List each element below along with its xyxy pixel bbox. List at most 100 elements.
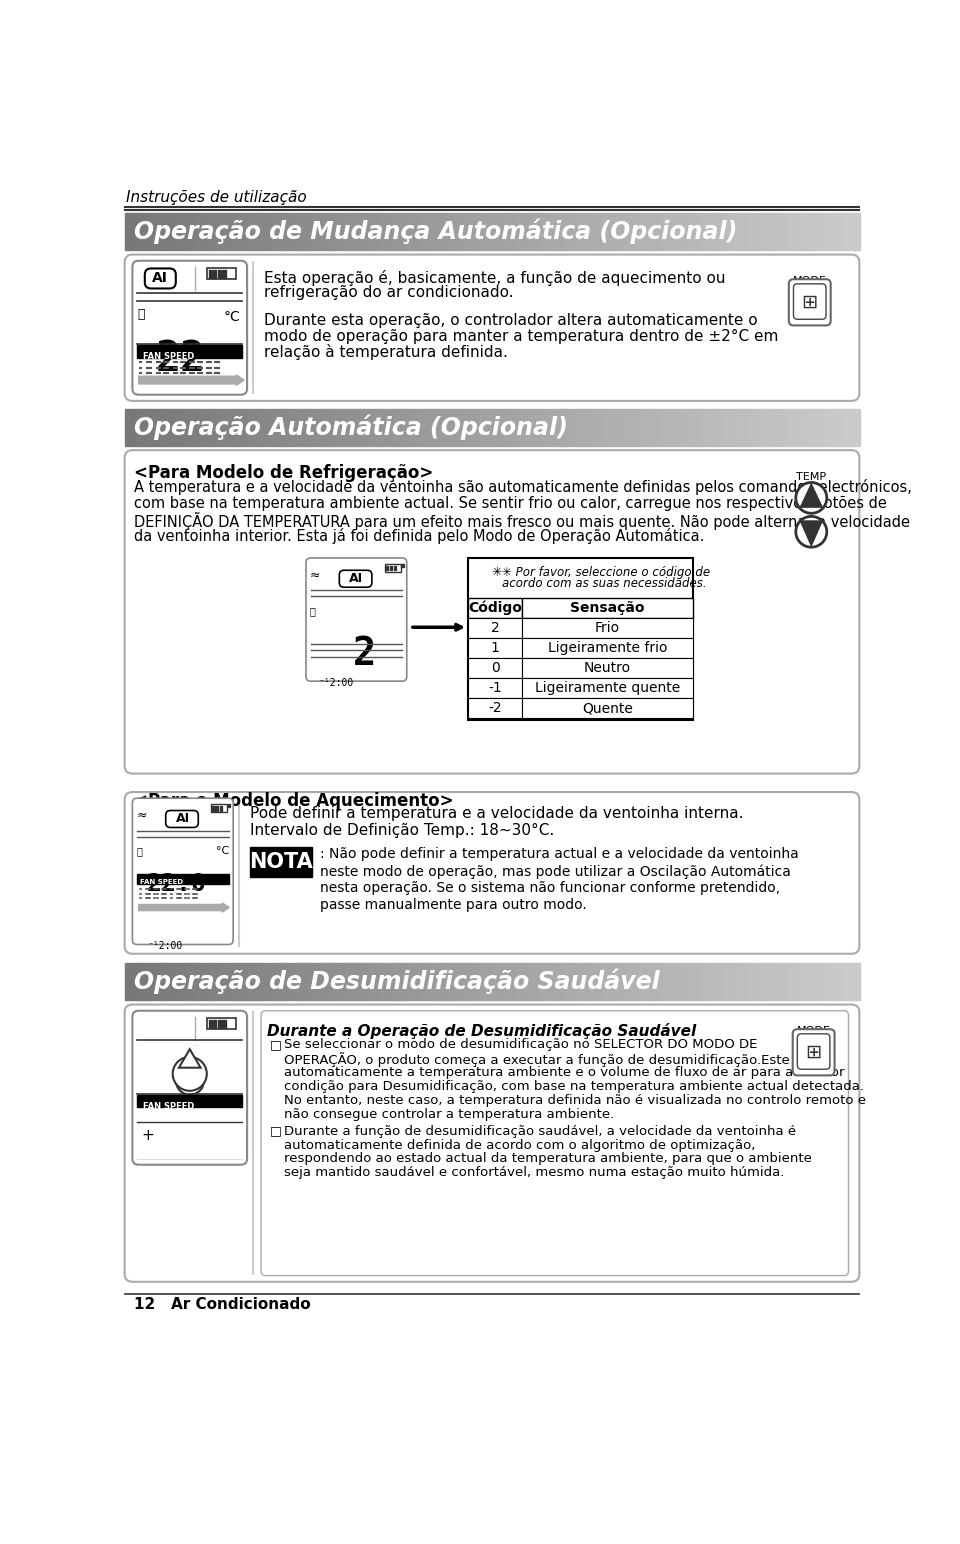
- Text: 0: 0: [491, 661, 499, 675]
- Text: □: □: [271, 1124, 282, 1138]
- Bar: [468, 598, 522, 618]
- Bar: [749, 409, 762, 446]
- Bar: [614, 213, 628, 250]
- Bar: [308, 213, 322, 250]
- Bar: [443, 409, 456, 446]
- Bar: [443, 213, 456, 250]
- Bar: [431, 213, 444, 250]
- Bar: [216, 806, 219, 811]
- Bar: [522, 678, 693, 698]
- Text: : Não pode definir a temperatura actual e a velocidade da ventoinha: : Não pode definir a temperatura actual …: [320, 848, 799, 862]
- Circle shape: [796, 482, 827, 513]
- Bar: [284, 963, 297, 1001]
- Bar: [220, 806, 223, 811]
- Bar: [712, 963, 726, 1001]
- Bar: [345, 409, 358, 446]
- Text: Instruções de utilização: Instruções de utilização: [126, 190, 307, 205]
- Bar: [149, 409, 162, 446]
- Bar: [504, 213, 517, 250]
- Bar: [284, 409, 297, 446]
- Text: OPERAÇÃO, o produto começa a executar a função de desumidificação.Este define: OPERAÇÃO, o produto começa a executar a …: [284, 1053, 836, 1067]
- Bar: [198, 213, 211, 250]
- Bar: [614, 409, 628, 446]
- Bar: [333, 213, 346, 250]
- Bar: [345, 213, 358, 250]
- Bar: [651, 213, 664, 250]
- Bar: [406, 213, 420, 250]
- Bar: [198, 409, 211, 446]
- Bar: [480, 409, 492, 446]
- Text: AI: AI: [153, 272, 168, 286]
- Bar: [125, 409, 137, 446]
- Bar: [406, 963, 420, 1001]
- Bar: [774, 963, 786, 1001]
- Bar: [468, 409, 481, 446]
- Bar: [798, 213, 811, 250]
- Bar: [627, 963, 639, 1001]
- Bar: [235, 963, 248, 1001]
- FancyBboxPatch shape: [132, 1011, 247, 1164]
- Text: TEMP: TEMP: [796, 472, 827, 482]
- Bar: [798, 963, 811, 1001]
- Circle shape: [796, 516, 827, 547]
- Bar: [468, 658, 522, 678]
- Bar: [553, 409, 566, 446]
- Bar: [296, 409, 309, 446]
- Text: nesta operação. Se o sistema não funcionar conforme pretendido,: nesta operação. Se o sistema não funcion…: [320, 882, 780, 896]
- Text: Operação de Desumidificação Saudável: Operação de Desumidificação Saudável: [134, 968, 660, 994]
- Bar: [578, 213, 590, 250]
- Bar: [455, 213, 468, 250]
- FancyBboxPatch shape: [306, 557, 407, 681]
- Text: refrigeração do ar condicionado.: refrigeração do ar condicionado.: [264, 286, 514, 301]
- Text: respondendo ao estado actual da temperatura ambiente, para que o ambiente: respondendo ao estado actual da temperat…: [284, 1152, 812, 1166]
- Text: condição para Desumidificação, com base na temperatura ambiente actual detectada: condição para Desumidificação, com base …: [284, 1079, 864, 1093]
- Bar: [161, 963, 175, 1001]
- Bar: [212, 806, 214, 811]
- Text: NOTA: NOTA: [250, 852, 313, 872]
- Bar: [529, 963, 541, 1001]
- Bar: [553, 963, 566, 1001]
- Bar: [627, 213, 639, 250]
- Text: Intervalo de Definição Temp.: 18~30°C.: Intervalo de Definição Temp.: 18~30°C.: [251, 823, 555, 838]
- Text: Quente: Quente: [582, 701, 633, 715]
- Bar: [639, 213, 652, 250]
- Bar: [137, 346, 243, 358]
- Bar: [492, 213, 505, 250]
- Text: °C: °C: [224, 310, 241, 324]
- Bar: [259, 213, 273, 250]
- Polygon shape: [801, 483, 822, 506]
- Bar: [761, 409, 775, 446]
- Bar: [522, 698, 693, 718]
- Bar: [321, 213, 333, 250]
- Bar: [700, 963, 713, 1001]
- Bar: [492, 409, 505, 446]
- Bar: [823, 963, 835, 1001]
- Bar: [565, 213, 579, 250]
- Bar: [468, 557, 693, 720]
- Bar: [125, 963, 137, 1001]
- Bar: [259, 963, 273, 1001]
- Bar: [174, 409, 186, 446]
- Bar: [149, 213, 162, 250]
- Text: ✳: ✳: [492, 565, 502, 579]
- Bar: [208, 270, 211, 278]
- Bar: [700, 409, 713, 446]
- Bar: [522, 598, 693, 618]
- Bar: [676, 963, 688, 1001]
- Bar: [174, 963, 186, 1001]
- Bar: [835, 409, 848, 446]
- Bar: [651, 409, 664, 446]
- Text: ≈: ≈: [136, 809, 147, 821]
- Text: 2: 2: [491, 621, 499, 635]
- FancyBboxPatch shape: [125, 1005, 859, 1282]
- Bar: [431, 409, 444, 446]
- Text: 12   Ar Condicionado: 12 Ar Condicionado: [134, 1297, 311, 1312]
- Bar: [211, 804, 227, 812]
- Bar: [810, 963, 824, 1001]
- Bar: [455, 963, 468, 1001]
- Bar: [835, 213, 848, 250]
- Bar: [370, 409, 383, 446]
- FancyBboxPatch shape: [789, 279, 830, 326]
- FancyBboxPatch shape: [798, 1034, 829, 1070]
- Bar: [492, 963, 505, 1001]
